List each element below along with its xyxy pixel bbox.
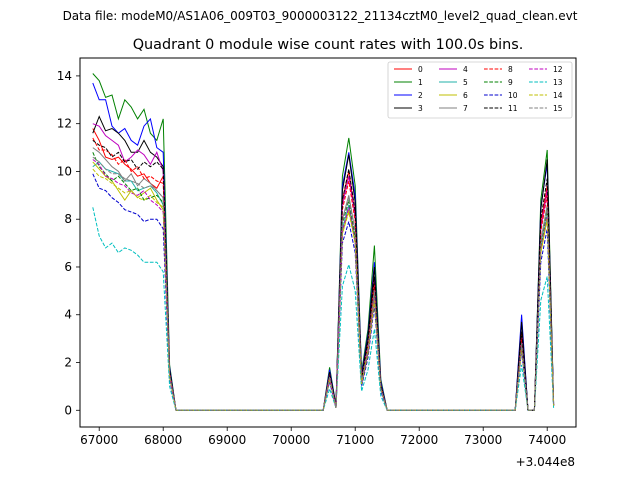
x-axis: 67000 68000 69000 70000 71000 72000 73000 74000 bbox=[80, 427, 566, 447]
plot-area bbox=[79, 57, 577, 428]
legend-label-10: 10 bbox=[508, 91, 518, 100]
x-tick-label: 70000 bbox=[272, 433, 310, 447]
legend-label-2: 2 bbox=[418, 91, 423, 100]
x-tick-label: 67000 bbox=[80, 433, 118, 447]
legend-label-5: 5 bbox=[463, 78, 468, 87]
legend-label-0: 0 bbox=[418, 65, 423, 74]
legend-label-4: 4 bbox=[463, 65, 468, 74]
legend-label-8: 8 bbox=[508, 65, 513, 74]
legend-label-12: 12 bbox=[553, 65, 563, 74]
legend-label-1: 1 bbox=[418, 78, 423, 87]
legend-label-6: 6 bbox=[463, 91, 468, 100]
series-layer bbox=[92, 73, 555, 411]
legend-label-7: 7 bbox=[463, 104, 468, 113]
x-tick-label: 73000 bbox=[464, 433, 502, 447]
legend-label-14: 14 bbox=[553, 91, 563, 100]
x-tick-label: 68000 bbox=[144, 433, 182, 447]
legend-label-13: 13 bbox=[553, 78, 563, 87]
y-tick-label: 2 bbox=[64, 356, 72, 370]
x-tick-label: 72000 bbox=[400, 433, 438, 447]
x-offset-label: +3.044e8 bbox=[516, 455, 575, 469]
y-tick-label: 6 bbox=[64, 260, 72, 274]
legend-label-15: 15 bbox=[553, 104, 563, 113]
y-tick-label: 14 bbox=[57, 69, 72, 83]
y-tick-label: 12 bbox=[57, 117, 72, 131]
y-axis: 0 2 4 6 8 10 12 14 bbox=[57, 69, 80, 417]
y-tick-label: 4 bbox=[64, 308, 72, 322]
chart-title: Quadrant 0 module wise count rates with … bbox=[133, 37, 524, 53]
x-tick-label: 74000 bbox=[528, 433, 566, 447]
y-tick-label: 10 bbox=[57, 164, 72, 178]
x-tick-label: 71000 bbox=[336, 433, 374, 447]
suptitle: Data file: modeM0/AS1A06_009T03_90000031… bbox=[63, 9, 578, 23]
axes-frame bbox=[79, 57, 577, 428]
y-tick-label: 8 bbox=[64, 212, 72, 226]
legend-label-9: 9 bbox=[508, 78, 513, 87]
legend-frame bbox=[387, 61, 573, 119]
y-tick-label: 0 bbox=[64, 403, 72, 417]
legend-label-3: 3 bbox=[418, 104, 423, 113]
x-tick-label: 69000 bbox=[208, 433, 246, 447]
series-line-15 bbox=[92, 156, 555, 411]
legend-label-11: 11 bbox=[508, 104, 518, 113]
